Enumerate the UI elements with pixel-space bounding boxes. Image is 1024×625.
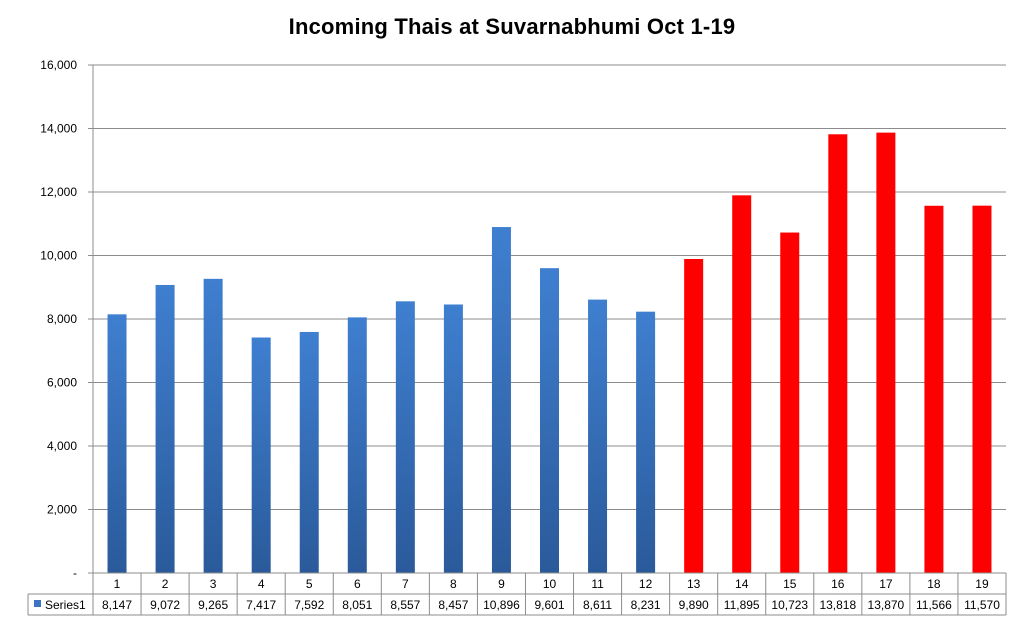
- bar: [540, 268, 559, 573]
- bar: [828, 134, 848, 573]
- bar: [876, 132, 896, 573]
- bar: [347, 317, 367, 573]
- x-tick-label: 8: [450, 577, 457, 591]
- x-tick-label: 7: [402, 577, 409, 591]
- bar: [924, 205, 944, 574]
- x-tick-label: 19: [975, 577, 989, 591]
- x-tick-label: 17: [879, 577, 893, 591]
- y-tick-label: 14,000: [40, 122, 77, 136]
- bar: [443, 304, 463, 573]
- data-label: 8,231: [631, 598, 661, 612]
- x-tick-label: 9: [498, 577, 505, 591]
- bar: [684, 258, 704, 573]
- data-label: 13,870: [868, 598, 905, 612]
- bar: [636, 311, 656, 573]
- y-tick-label: 8,000: [47, 312, 77, 326]
- x-tick-label: 10: [543, 577, 557, 591]
- x-tick-label: 14: [735, 577, 749, 591]
- axes: - 2,000 4,000 6,000 8,000 10,000 12,000 14,000 1…: [40, 58, 94, 580]
- data-label: 8,557: [390, 598, 420, 612]
- y-tick-label: 4,000: [47, 439, 77, 453]
- data-label: 11,570: [964, 598, 1000, 612]
- data-label: 10,896: [483, 598, 520, 612]
- bar: [395, 301, 415, 573]
- bar: [732, 195, 752, 574]
- bar: [780, 232, 800, 574]
- y-tick-label: 16,000: [40, 58, 77, 72]
- x-tick-label: 3: [210, 577, 217, 591]
- x-tick-label: 1: [114, 577, 121, 591]
- bar: [251, 337, 271, 573]
- x-tick-label: 12: [639, 577, 653, 591]
- data-label: 10,723: [771, 598, 808, 612]
- data-label: 8,611: [583, 598, 612, 612]
- y-tick-label: -: [73, 566, 77, 580]
- bar: [588, 299, 608, 573]
- bars: [107, 132, 992, 574]
- data-label: 9,265: [198, 598, 228, 612]
- y-tick-label: 2,000: [47, 503, 77, 517]
- chart-title: Incoming Thais at Suvarnabhumi Oct 1-19: [288, 14, 736, 39]
- bar: [972, 205, 992, 573]
- data-label: 8,051: [342, 598, 372, 612]
- data-table: 1 8,147 2 9,072 3 9,265 4 7,417 5 7,592 6 8,051 7 8,5…: [27, 572, 1007, 616]
- data-label: 9,890: [679, 598, 709, 612]
- legend-label: Series1: [45, 598, 86, 612]
- x-tick-label: 2: [162, 577, 169, 591]
- bar: [155, 284, 175, 573]
- data-label: 8,147: [102, 598, 132, 612]
- y-tick-label: 10,000: [40, 249, 77, 263]
- data-label: 11,566: [916, 598, 952, 612]
- data-label: 7,417: [246, 598, 276, 612]
- x-tick-label: 13: [687, 577, 701, 591]
- x-tick-label: 18: [927, 577, 941, 591]
- x-tick-label: 4: [258, 577, 265, 591]
- bar: [203, 278, 223, 573]
- x-tick-label: 15: [783, 577, 797, 591]
- x-tick-label: 16: [831, 577, 845, 591]
- data-label: 11,895: [724, 598, 760, 612]
- bar: [491, 227, 511, 573]
- data-label: 8,457: [438, 598, 468, 612]
- x-tick-label: 6: [354, 577, 361, 591]
- x-tick-label: 5: [306, 577, 313, 591]
- data-label: 9,072: [150, 598, 180, 612]
- bar: [299, 331, 319, 573]
- data-label: 9,601: [534, 598, 564, 612]
- y-tick-label: 12,000: [40, 185, 77, 199]
- y-tick-label: 6,000: [47, 376, 77, 390]
- data-label: 7,592: [294, 598, 324, 612]
- legend-swatch: [34, 600, 41, 607]
- x-tick-label: 11: [591, 577, 604, 591]
- data-label: 13,818: [819, 598, 856, 612]
- bar: [107, 314, 127, 573]
